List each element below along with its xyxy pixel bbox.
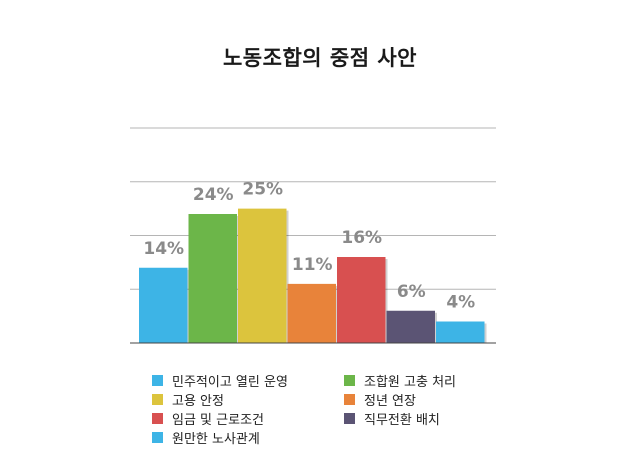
data-label-7: 4% [446,293,475,313]
legend-swatch [152,394,163,405]
legend-item: 고용 안정 [152,391,344,409]
data-label-3: 25% [242,180,283,200]
legend-label: 원만한 노사관계 [172,432,260,447]
bar-1 [139,267,188,343]
bar-7 [436,321,485,343]
data-label-1: 14% [143,239,184,259]
legend-label: 고용 안정 [172,394,224,409]
legend-item: 원만한 노사관계 [152,429,344,447]
legend-item: 임금 및 근로조건 [152,410,344,428]
bar-3 [238,208,287,343]
legend-item: 조합원 고충 처리 [344,372,532,390]
chart-title: 노동조합의 중점 사안 [222,46,417,70]
legend-swatch [344,375,355,386]
bar-5 [337,257,386,343]
legend-label: 조합원 고충 처리 [364,375,456,390]
legend-label: 민주적이고 열린 운영 [172,375,288,390]
data-labels: 14% 24% 25% 11% 16% 6% 4% [143,180,475,313]
legend-label: 정년 연장 [364,394,416,409]
legend-swatch [152,375,163,386]
legend-swatch [152,413,163,424]
legend-item: 직무전환 배치 [344,410,532,428]
bars [139,208,487,343]
legend-swatch [344,394,355,405]
data-label-5: 16% [341,228,382,248]
legend-item: 민주적이고 열린 운영 [152,372,344,390]
data-label-6: 6% [397,282,426,302]
legend-label: 직무전환 배치 [364,413,440,428]
legend-item: 정년 연장 [344,391,532,409]
data-label-4: 11% [292,255,333,275]
bar-4 [287,283,336,343]
data-label-2: 24% [193,185,234,205]
legend-swatch [152,432,163,443]
bar-2 [188,214,237,343]
bar-6 [386,310,435,343]
legend-swatch [344,413,355,424]
legend-label: 임금 및 근로조건 [172,413,264,428]
